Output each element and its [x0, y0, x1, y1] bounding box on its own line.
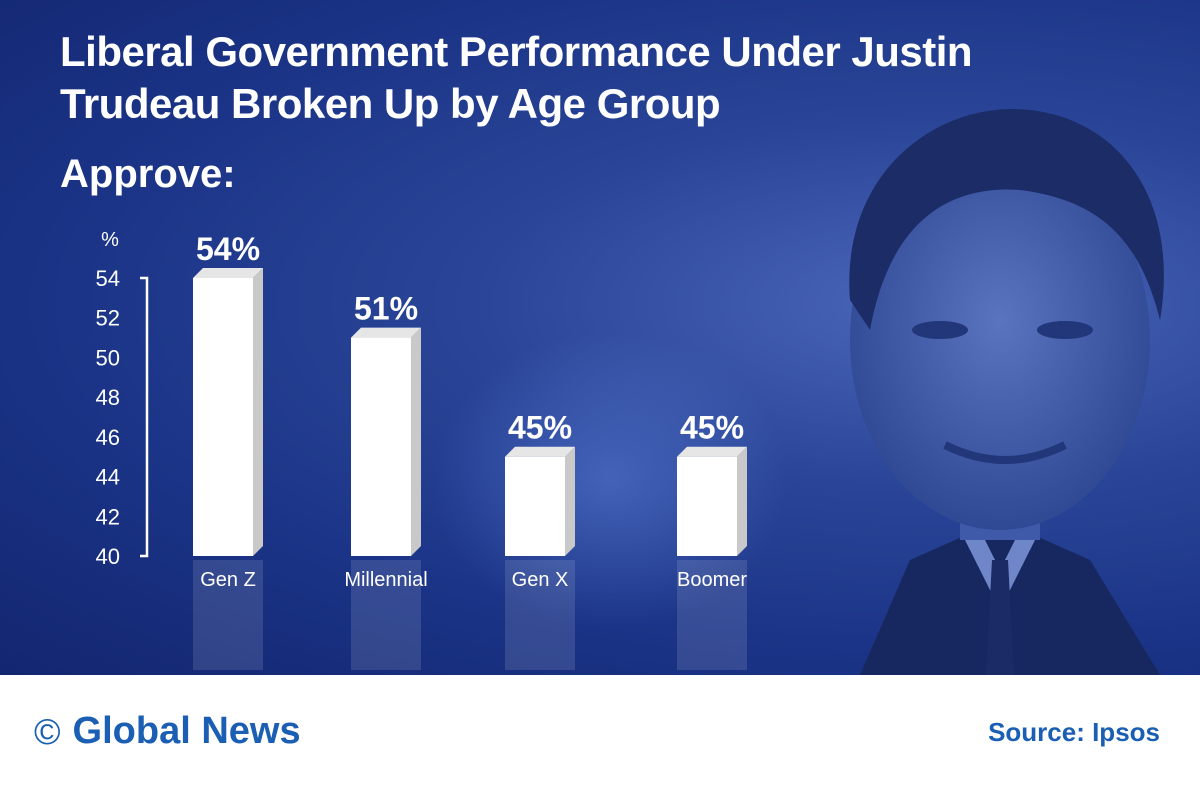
bar-top [505, 446, 575, 457]
bar-value-label: 45% [680, 410, 744, 446]
bar-reflection [505, 560, 575, 670]
footer: © Global News Source: Ipsos [0, 675, 1200, 793]
bar-value-label: 54% [196, 231, 260, 267]
y-tick-label: 52 [96, 306, 120, 331]
brand-name: Global News [72, 710, 301, 752]
y-axis-ticks: 40 42 44 46 48 50 52 54 [96, 266, 120, 569]
x-category-label: Millennial [344, 569, 427, 591]
bar-gen-x: 45% Gen X [505, 410, 575, 670]
bar-value-label: 51% [354, 291, 418, 327]
y-tick-label: 42 [96, 504, 120, 529]
portrait-suit [860, 520, 1160, 675]
y-tick-label: 44 [96, 465, 120, 490]
bar [505, 456, 565, 556]
bar [351, 337, 411, 556]
bar-reflection [351, 560, 421, 670]
source-credit: Source: Ipsos [988, 717, 1160, 747]
bar-boomer: 45% Boomer [677, 410, 747, 670]
bar [193, 278, 253, 556]
portrait-face [850, 150, 1150, 530]
y-tick-label: 46 [96, 425, 120, 450]
x-category-label: Boomer [677, 569, 747, 591]
y-tick-label: 50 [96, 345, 120, 370]
portrait-tie [986, 560, 1014, 675]
bar-top [677, 446, 747, 457]
bar-top [193, 268, 263, 278]
x-category-label: Gen X [512, 569, 569, 591]
y-tick-label: 40 [96, 544, 120, 569]
y-tick-label: 54 [96, 266, 120, 291]
bar-millennial: 51% Millennial [344, 291, 428, 670]
bar-side [737, 446, 747, 556]
bar-side [411, 327, 421, 556]
bar-chart: % 40 42 44 46 48 50 52 54 54% Gen Z 51% Millennial… [96, 229, 747, 670]
portrait-hair [849, 109, 1164, 330]
y-axis-unit: % [101, 229, 119, 251]
x-category-label: Gen Z [200, 569, 256, 591]
chart-title: Liberal Government Performance Under Jus… [60, 28, 973, 127]
bar-gen-z: 54% Gen Z [193, 231, 263, 670]
bar-side [253, 268, 263, 556]
brand-logo: © Global News [34, 710, 301, 753]
bar-side [565, 446, 575, 556]
bar-top [351, 327, 421, 338]
copyright-icon: © [34, 710, 61, 752]
bars-group: 54% Gen Z 51% Millennial 45% Gen X 45% Boomer [193, 231, 747, 670]
bar [677, 456, 737, 556]
bar-value-label: 45% [508, 410, 572, 446]
bar-reflection [193, 560, 263, 670]
chart-graphic: Liberal Government Performance Under Jus… [0, 0, 1200, 675]
y-tick-label: 48 [96, 385, 120, 410]
y-axis-bracket [140, 276, 149, 558]
bar-reflection [677, 560, 747, 670]
chart-subtitle: Approve: [60, 152, 236, 196]
politician-portrait [849, 109, 1164, 675]
